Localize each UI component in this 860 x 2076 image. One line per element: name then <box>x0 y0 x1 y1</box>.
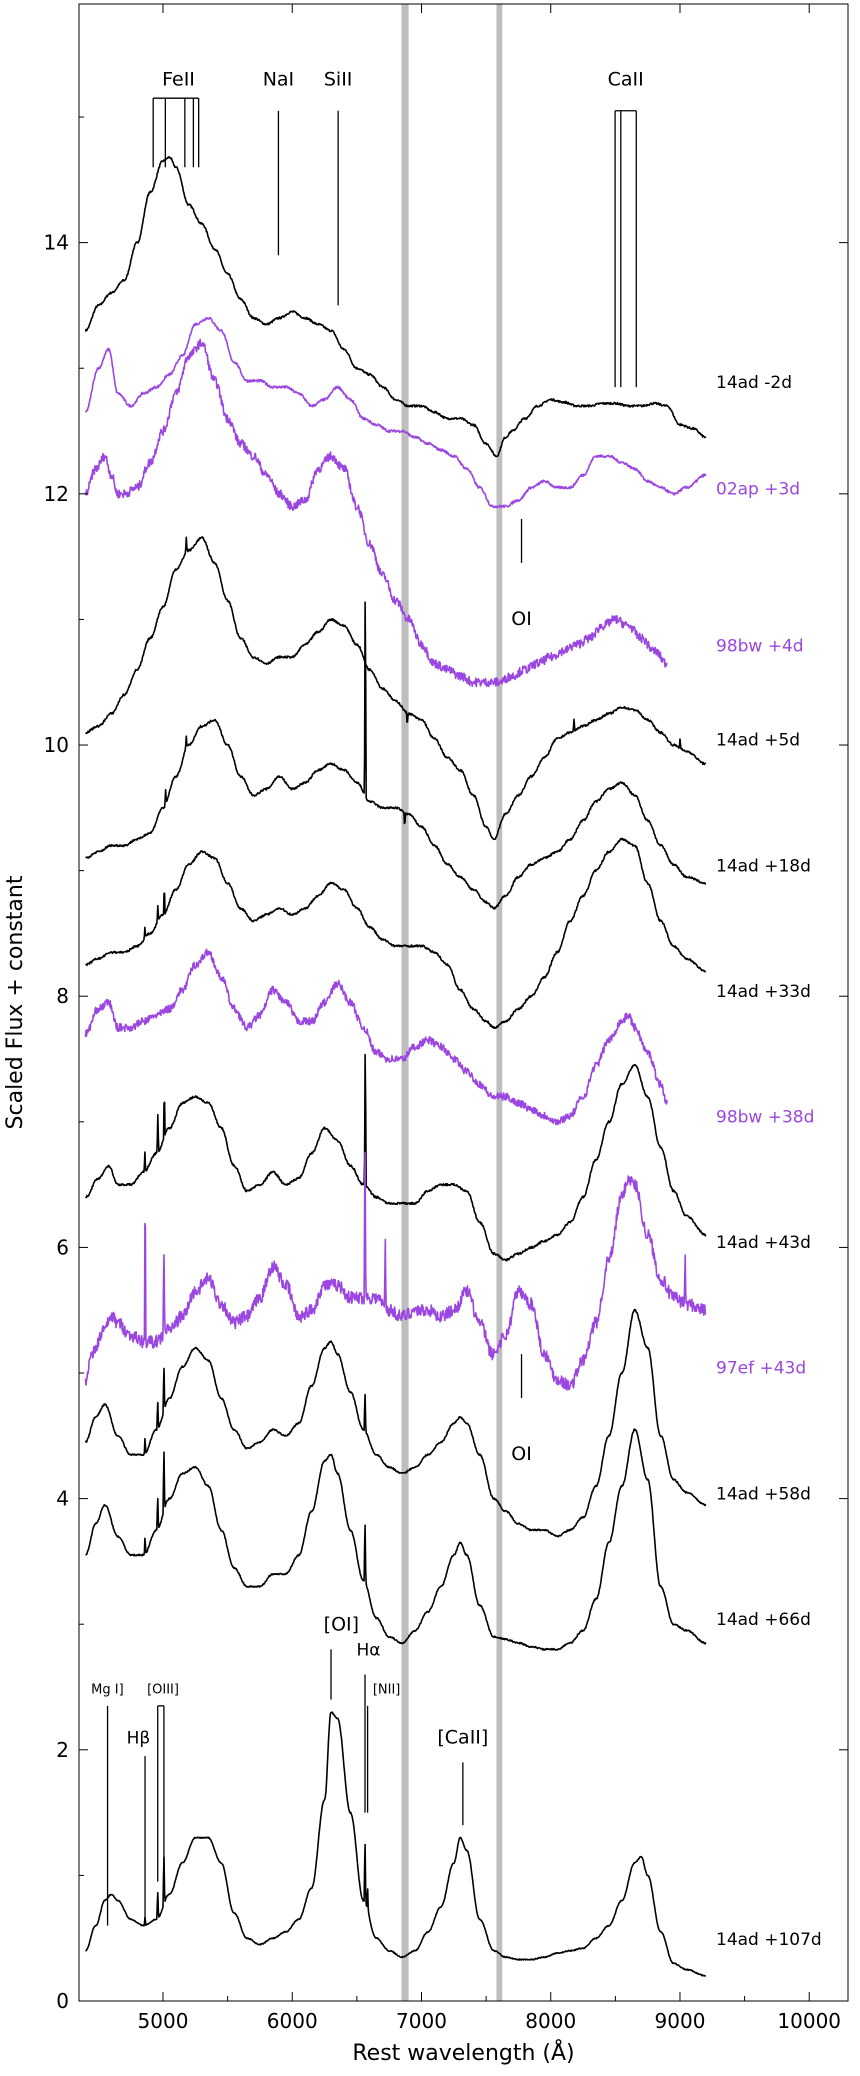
line-id-group: Mg I] <box>91 1682 124 1926</box>
series-label: 14ad -2d <box>716 373 792 393</box>
line-id-group: [CaII] <box>437 1727 488 1826</box>
line-id-group: CaII <box>608 69 644 388</box>
series-label: 14ad +58d <box>716 1484 811 1504</box>
series-label: 02ap +3d <box>716 480 800 500</box>
series-label: 14ad +66d <box>716 1610 811 1630</box>
spectrum-line <box>85 1428 707 1651</box>
series-label: 97ef +43d <box>716 1359 806 1379</box>
y-tick-label: 10 <box>44 733 69 757</box>
line-id-label: [NII] <box>373 1682 401 1697</box>
line-id-label: SiII <box>324 69 353 91</box>
y-axis-label: Scaled Flux + constant <box>3 875 28 1129</box>
series-labels: 14ad -2d 02ap +3d 98bw +4d 14ad +5d 14ad +18… <box>716 373 822 1950</box>
y-tick-label: 2 <box>56 1738 69 1762</box>
line-id-label: FeII <box>162 69 195 91</box>
line-id-group: NaI <box>263 69 294 256</box>
line-id-label: [CaII] <box>437 1727 488 1749</box>
x-tick-label: 6000 <box>267 2009 318 2033</box>
line-id-label: OI <box>511 1443 532 1465</box>
series-label: 98bw +38d <box>716 1108 814 1128</box>
x-tick-label: 7000 <box>396 2009 447 2033</box>
x-tick-label: 9000 <box>655 2009 706 2033</box>
x-tick-label: 5000 <box>138 2009 189 2033</box>
y-tick-label: 0 <box>56 1989 69 2013</box>
line-id-group: SiII <box>324 69 353 306</box>
y-tick-label: 6 <box>56 1235 69 1259</box>
spectrum-line <box>84 1151 707 1391</box>
series-label: 98bw +4d <box>716 637 804 657</box>
x-axis-label: Rest wavelength (Å) <box>352 2039 574 2066</box>
line-id-label: Hα <box>357 1641 381 1661</box>
axes: 5000 6000 7000 8000 9000 10000 0 2 4 6 8 10 12 14 <box>44 4 848 2033</box>
line-id-label: OI <box>511 608 532 630</box>
telluric-band <box>496 4 503 2001</box>
line-id-group: [NII] <box>366 1682 401 1813</box>
y-tick-label: 14 <box>44 231 69 255</box>
line-id-group: [OI] <box>324 1613 359 1700</box>
series-label: 14ad +107d <box>716 1930 822 1950</box>
series-label: 14ad +33d <box>716 982 811 1002</box>
series-label: 14ad +18d <box>716 856 811 876</box>
line-id-label: [OI] <box>324 1613 359 1635</box>
spectrum-line <box>84 156 707 458</box>
y-tick-label: 8 <box>56 984 69 1008</box>
plot-frame <box>78 3 849 2002</box>
line-id-group: [OIII] <box>147 1682 179 1882</box>
line-id-group: OI <box>511 1354 532 1465</box>
line-id-label: NaI <box>263 69 294 91</box>
line-id-label: [OIII] <box>147 1682 179 1697</box>
spectrum-line <box>85 837 707 1029</box>
line-id-label: CaII <box>608 69 644 91</box>
spectrum-line <box>84 316 707 509</box>
spectrum-line <box>84 948 668 1126</box>
series-label: 14ad +43d <box>716 1233 811 1253</box>
line-id-group: OI <box>511 518 532 630</box>
y-tick-label: 12 <box>44 482 69 506</box>
spectrum-line <box>84 1308 707 1538</box>
line-id-label: Mg I] <box>91 1682 124 1697</box>
x-tick-label: 8000 <box>525 2009 576 2033</box>
spectrum-line <box>85 601 707 910</box>
series-label: 14ad +5d <box>716 731 800 751</box>
line-id-label: Hβ <box>127 1729 151 1749</box>
line-id-group: FeII <box>152 69 200 168</box>
spectra-series <box>84 156 707 1977</box>
line-id-markers: FeII NaI SiII CaII OI OI [OI] Hα [NII] [CaII] Mg I… <box>91 69 644 1926</box>
spectrum-line <box>84 536 707 841</box>
telluric-band <box>401 4 409 2001</box>
x-tick-label: 10000 <box>777 2009 841 2033</box>
spectrum-line <box>85 1711 707 1977</box>
spectrum-line <box>84 338 668 688</box>
spectrum-line <box>84 1053 707 1262</box>
telluric-bands <box>401 4 503 2001</box>
line-id-group: Hα <box>357 1641 381 1813</box>
y-tick-label: 4 <box>56 1487 69 1511</box>
line-id-group: Hβ <box>127 1729 151 1926</box>
